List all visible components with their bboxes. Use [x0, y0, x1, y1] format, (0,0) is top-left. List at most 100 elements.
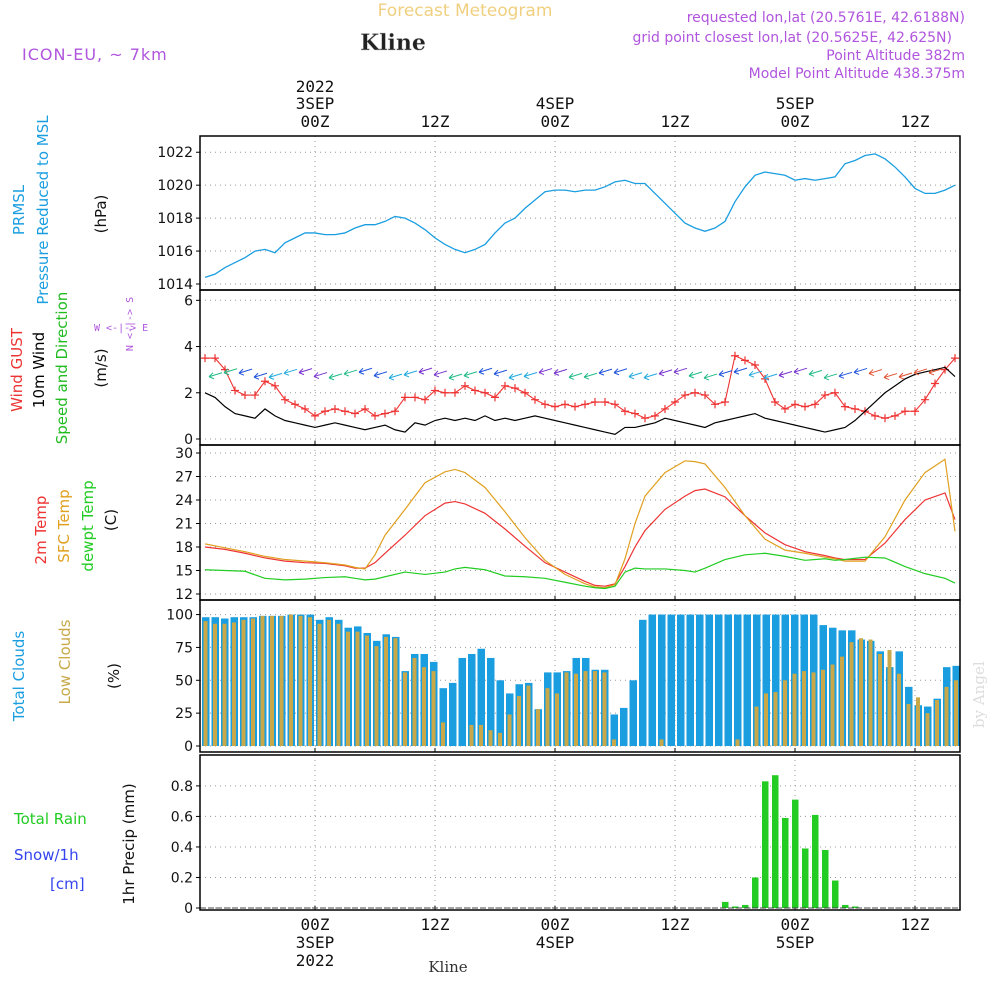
gust-line: [205, 354, 956, 419]
low-cloud-bar: [203, 621, 208, 746]
y-tick-label: 100: [166, 608, 193, 624]
snow-label: Snow/1h: [14, 846, 79, 864]
rain-bar: [822, 850, 829, 908]
wind-direction-arrow: [613, 368, 628, 376]
wind-direction-arrow: [838, 371, 853, 379]
prmsl-label: PRMSL: [10, 184, 28, 235]
gust-marker: [671, 398, 679, 407]
top-time-label: 00Z: [301, 112, 330, 131]
gust-marker: [791, 400, 799, 409]
y-tick-label: 21: [175, 517, 193, 533]
gust-marker: [201, 354, 209, 363]
y-tick-label: 1020: [157, 178, 193, 194]
wind-direction-arrow: [358, 367, 373, 375]
total-cloud-bar: [734, 614, 742, 746]
rain-bar: [852, 906, 859, 908]
low-cloud-bar: [878, 654, 882, 746]
gust-marker: [681, 391, 689, 400]
wind-direction-arrow: [763, 373, 778, 381]
panel-frame: [199, 754, 961, 911]
gust-marker: [801, 402, 809, 411]
gust-marker: [661, 404, 669, 413]
low-cloud-bar: [536, 709, 540, 746]
y-tick-label: 0.6: [171, 809, 193, 825]
low-cloud-bar: [954, 680, 958, 746]
wind-direction-arrow: [283, 368, 298, 376]
total-cloud-bar: [639, 619, 647, 746]
low-cloud-bar: [840, 656, 844, 746]
gust-marker: [891, 411, 899, 420]
low-cloud-bar: [507, 714, 512, 746]
gust-marker: [771, 398, 779, 407]
wind-direction-arrow: [733, 367, 748, 375]
gust-marker: [591, 398, 599, 407]
y-tick-label: 1018: [157, 211, 193, 227]
gust-marker: [301, 404, 309, 413]
gust-marker: [901, 407, 909, 416]
low-cloud-bar: [232, 622, 236, 746]
compass-we: W <-|-> E: [94, 323, 148, 334]
total-cloud-bar: [487, 657, 495, 746]
y-tick-label: 6: [184, 293, 193, 309]
wind-direction-arrow: [868, 369, 883, 377]
gust-marker: [441, 388, 449, 397]
rain-bar: [772, 775, 779, 908]
gust-marker: [871, 411, 879, 420]
wind-direction-arrow: [793, 367, 808, 375]
wind-direction-arrow: [268, 372, 283, 380]
gust-marker: [271, 381, 279, 390]
y-tick-label: 27: [175, 470, 193, 486]
y-tick-label: 0: [184, 432, 193, 448]
model-altitude: Model Point Altitude 438.375m: [749, 66, 965, 82]
wind-direction-arrow: [223, 368, 238, 376]
rain-bar: [782, 817, 789, 908]
wind-direction-arrow: [778, 371, 793, 378]
wind-direction-arrow: [928, 368, 943, 376]
gust-marker: [821, 391, 829, 400]
wind-direction-arrow: [703, 373, 718, 381]
y-tick-label: 18: [175, 540, 193, 556]
gust-marker: [211, 354, 219, 363]
top-time-label: 00Z: [541, 112, 570, 131]
low-cloud-bar: [564, 672, 569, 746]
direction-label: Speed and Direction: [53, 292, 71, 445]
gust-marker: [471, 386, 479, 395]
precip-unit: 1hr Precip (mm): [120, 783, 138, 904]
total-cloud-bar: [762, 614, 770, 746]
gust-marker: [251, 391, 259, 400]
low-cloud-bar: [517, 696, 521, 746]
gust-marker: [281, 395, 289, 404]
bottom-time-label: 00Z: [781, 915, 810, 934]
panel-frame: [199, 135, 961, 291]
low-cloud-bar: [935, 700, 939, 746]
gust-marker: [691, 388, 699, 397]
gust-marker: [601, 398, 609, 407]
low-cloud-bar: [783, 680, 787, 746]
temp-unit: (C): [102, 509, 120, 531]
rain-bar: [732, 906, 739, 908]
forecast-title: Forecast Meteogram: [378, 1, 553, 21]
pressure-unit: (hPa): [92, 195, 110, 234]
rain-bar: [762, 781, 769, 908]
y-tick-label: 30: [175, 446, 193, 462]
gust-marker: [481, 388, 489, 397]
y-tick-label: 25: [175, 706, 193, 722]
total-cloud-bar: [715, 614, 723, 746]
wind-unit: (m/s): [92, 348, 110, 387]
gust-marker: [311, 411, 319, 420]
wind-direction-arrow: [298, 368, 313, 376]
total-cloud-bar: [772, 614, 780, 746]
wind-direction-arrow: [658, 369, 673, 377]
gust-marker: [611, 400, 619, 409]
wind-direction-arrow: [238, 368, 253, 376]
wind-direction-arrow: [313, 372, 328, 380]
wind-direction-arrow: [523, 372, 538, 380]
dewpt-label: dewpt Temp: [79, 480, 97, 571]
rain-bar: [742, 904, 749, 908]
gust-marker: [921, 395, 929, 404]
low-cloud-bar: [602, 672, 607, 746]
top-time-label: 00Z: [781, 112, 810, 131]
low-cloud-bar: [754, 706, 759, 746]
low-cloud-bar: [764, 693, 768, 746]
gust-marker: [621, 407, 629, 416]
